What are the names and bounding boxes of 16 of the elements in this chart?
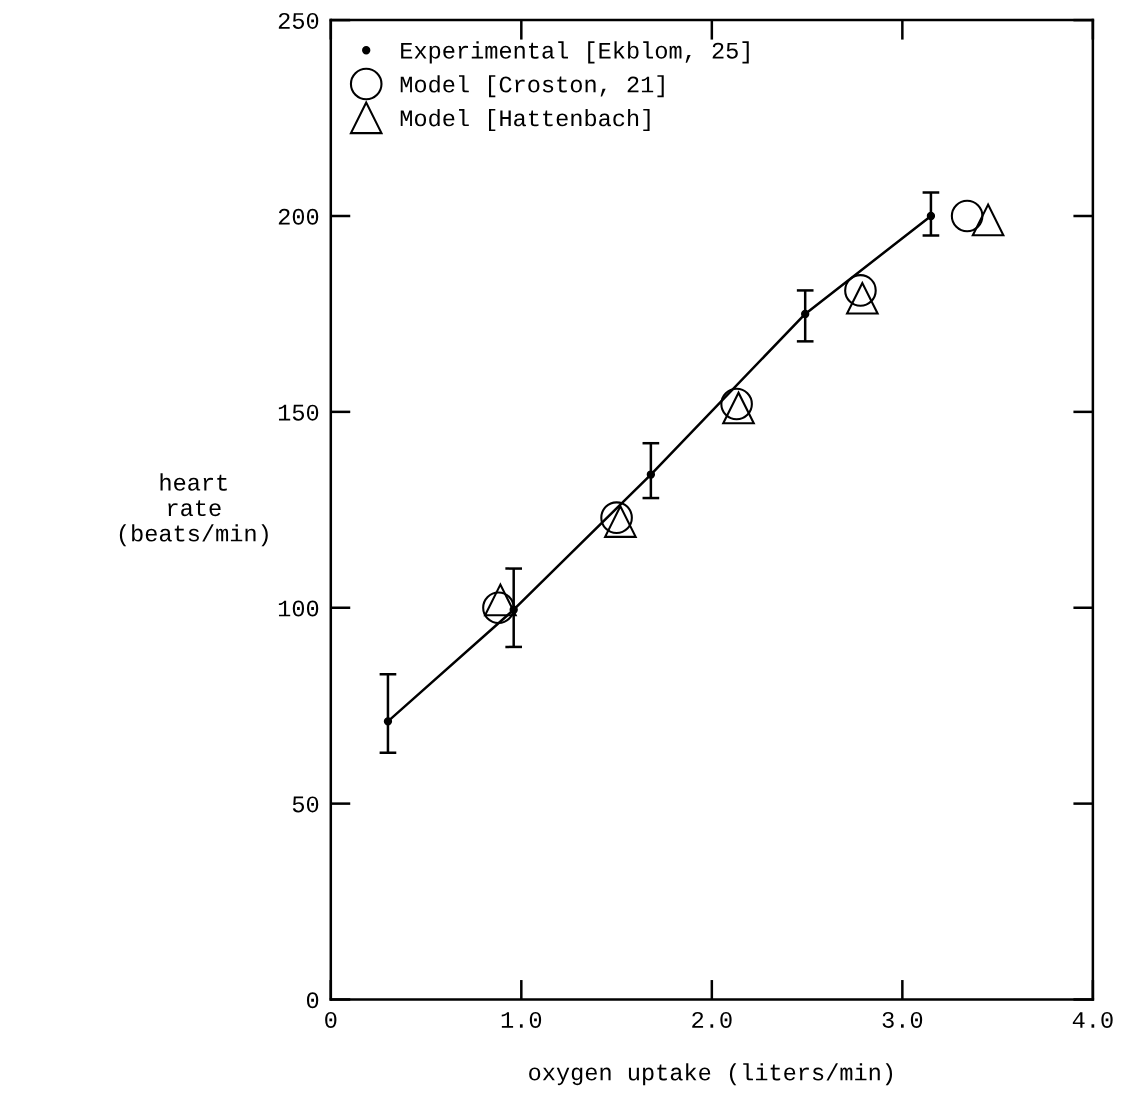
- legend-label: Model [Hattenbach]: [400, 109, 650, 132]
- x-tick-label: 1.0: [501, 1011, 542, 1028]
- x-tick-label: 0: [325, 1011, 337, 1028]
- x-tick-label: 2.0: [692, 1011, 732, 1028]
- y-tick-label: 100: [278, 600, 319, 617]
- x-tick-label: 4.0: [1072, 1011, 1113, 1028]
- y-axis-title: heart rate (beats/min): [119, 473, 268, 547]
- legend-label: Model [Croston, 21]: [400, 75, 664, 98]
- x-tick-label: 3.0: [882, 1011, 923, 1028]
- y-tick-label: 250: [278, 12, 319, 29]
- y-tick-label: 150: [278, 404, 319, 421]
- legend-label: Experimental [Ekblom, 25]: [401, 41, 749, 64]
- y-tick-label: 50: [292, 796, 319, 813]
- x-axis-title: oxygen uptake (liters/min): [529, 1063, 893, 1086]
- y-tick-label: 0: [306, 992, 319, 1009]
- y-tick-label: 200: [278, 208, 319, 225]
